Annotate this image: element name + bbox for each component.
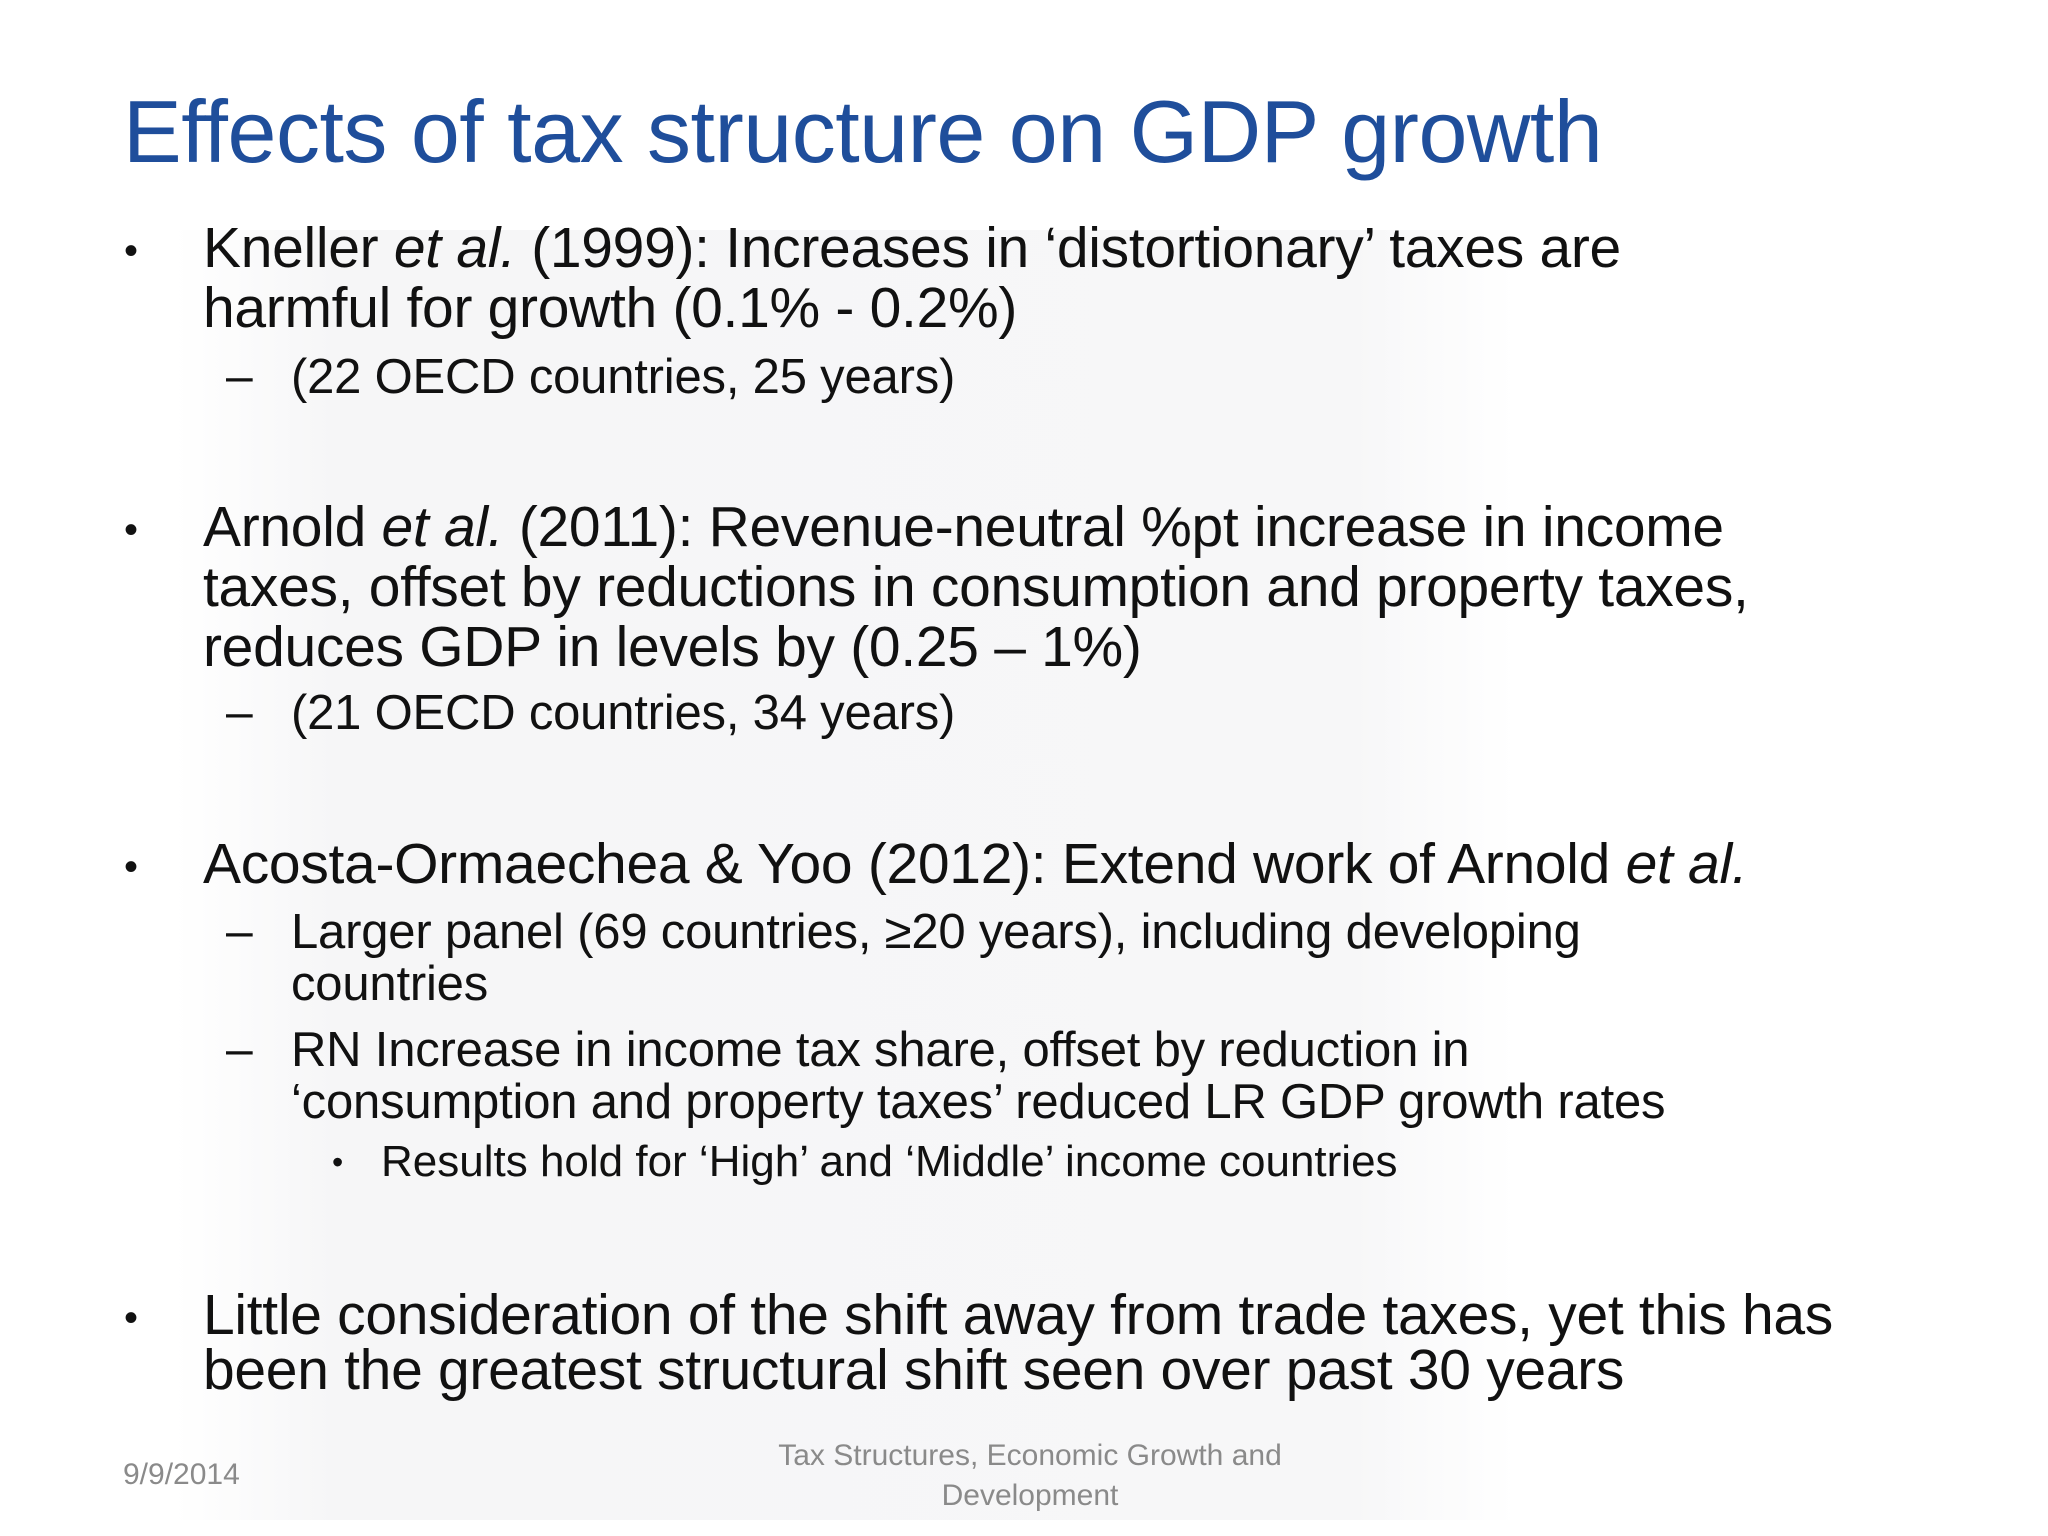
bullet-1-line-1: Kneller et al. (1999): Increases in ‘dis…: [203, 216, 1621, 280]
bullet-marker: •: [124, 845, 139, 889]
bullet-1-sub-1: (22 OECD countries, 25 years): [291, 350, 956, 404]
bullet-3-sub-2-detail: Results hold for ‘High’ and ‘Middle’ inc…: [381, 1137, 1398, 1186]
sub-bullet-marker: –: [226, 905, 253, 958]
bullet-3-sub-2-line-1: RN Increase in income tax share, offset …: [291, 1023, 1470, 1077]
bullet-4-line-2: been the greatest structural shift seen …: [203, 1338, 1625, 1402]
bullet-3-line-1: Acosta-Ormaechea & Yoo (2012): Extend wo…: [203, 832, 1748, 896]
sub-bullet-marker: –: [226, 350, 253, 403]
footer-title-line-1: Tax Structures, Economic Growth and: [778, 1439, 1282, 1472]
slide-background: [175, 230, 1515, 1520]
footer-presentation-title: Tax Structures, Economic Growth and Deve…: [740, 1436, 1320, 1516]
sub-bullet-marker: –: [226, 686, 253, 739]
bullet-2-line-2: taxes, offset by reductions in consumpti…: [203, 555, 1749, 619]
sub-bullet-marker: –: [226, 1023, 253, 1076]
bullet-marker: •: [124, 1296, 139, 1340]
footer-date: 9/9/2014: [123, 1458, 240, 1491]
bullet-4-line-1: Little consideration of the shift away f…: [203, 1283, 1833, 1347]
bullet-2-sub-1: (21 OECD countries, 34 years): [291, 686, 956, 740]
slide-title: Effects of tax structure on GDP growth: [123, 82, 1603, 181]
bullet-marker: •: [124, 508, 139, 552]
footer-title-line-2: Development: [941, 1479, 1119, 1512]
bullet-2-line-1: Arnold et al. (2011): Revenue-neutral %p…: [203, 495, 1724, 559]
bullet-3-sub-2-line-2: ‘consumption and property taxes’ reduced…: [291, 1075, 1666, 1129]
bullet-3-sub-1-line-1: Larger panel (69 countries, ≥20 years), …: [291, 905, 1581, 959]
bullet-3-sub-1-line-2: countries: [291, 957, 489, 1011]
bullet-marker: •: [124, 229, 139, 273]
sub-sub-bullet-marker: •: [332, 1144, 344, 1180]
bullet-2-line-3: reduces GDP in levels by (0.25 – 1%): [203, 615, 1142, 679]
bullet-1-line-2: harmful for growth (0.1% - 0.2%): [203, 276, 1018, 340]
